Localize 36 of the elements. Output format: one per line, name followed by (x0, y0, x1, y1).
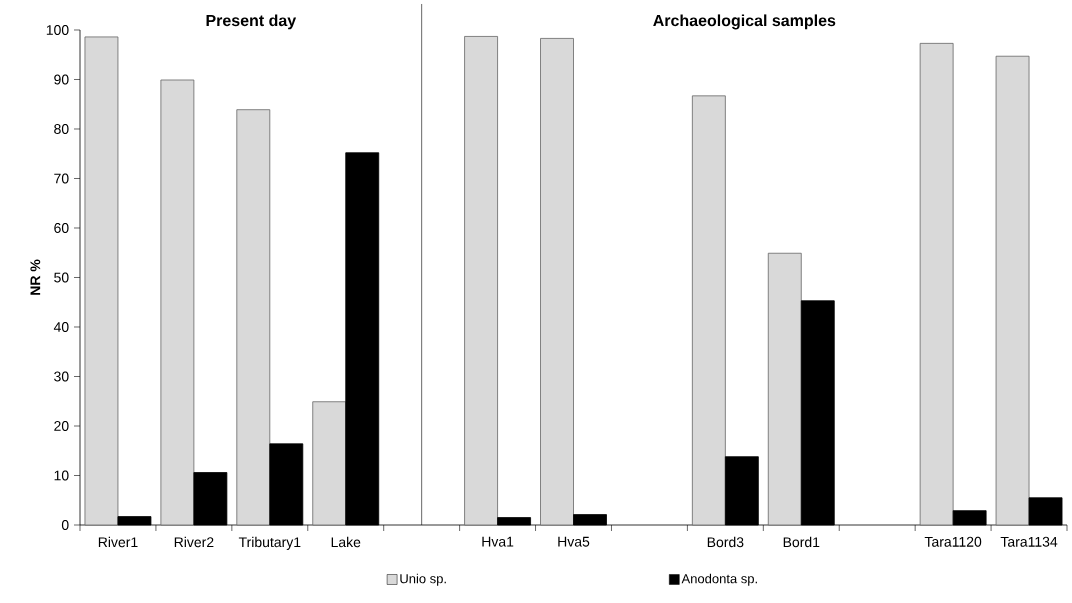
x-tick-label: River2 (174, 536, 214, 548)
y-tick-label: 90 (54, 74, 69, 85)
x-tick-label: River1 (98, 536, 138, 548)
x-tick-label: Bord3 (707, 536, 744, 548)
y-tick-label: 40 (53, 322, 69, 332)
bar (84, 36, 119, 526)
y-tick-label: 20 (54, 421, 69, 431)
y-axis-title: NR % (30, 259, 41, 295)
x-tick-label: Tributary1 (238, 536, 301, 550)
x-tick-label: Bord1 (783, 536, 820, 548)
legend-label: Anodonta sp. (681, 573, 757, 586)
x-tick-label: Hva5 (558, 536, 590, 547)
y-tick-label: 80 (54, 124, 69, 134)
text: Archaeological samples (653, 14, 836, 30)
y-tick-label: 50 (54, 272, 69, 283)
bar (160, 79, 195, 526)
y-tick-label: 60 (54, 223, 69, 233)
x-tick-label: Tara1120 (924, 536, 982, 547)
legend-label: Unio sp. (400, 573, 446, 586)
bar (312, 401, 347, 526)
text: Present day (206, 14, 297, 30)
x-tick-label: Tara1134 (1000, 536, 1058, 547)
bar (540, 38, 574, 526)
y-tick-label: 100 (46, 25, 69, 35)
bar (767, 252, 802, 526)
bar (464, 36, 498, 526)
y-tick-label: 10 (54, 470, 69, 481)
x-tick-label: Hva1 (482, 536, 514, 547)
y-tick-label: 30 (54, 371, 69, 382)
bar (236, 109, 271, 526)
y-tick-label: 70 (54, 173, 69, 184)
bar (995, 55, 1030, 526)
bar (691, 95, 726, 526)
bar (919, 42, 954, 526)
x-tick-label: Lake (331, 536, 361, 548)
y-tick-label: 0 (61, 520, 69, 530)
